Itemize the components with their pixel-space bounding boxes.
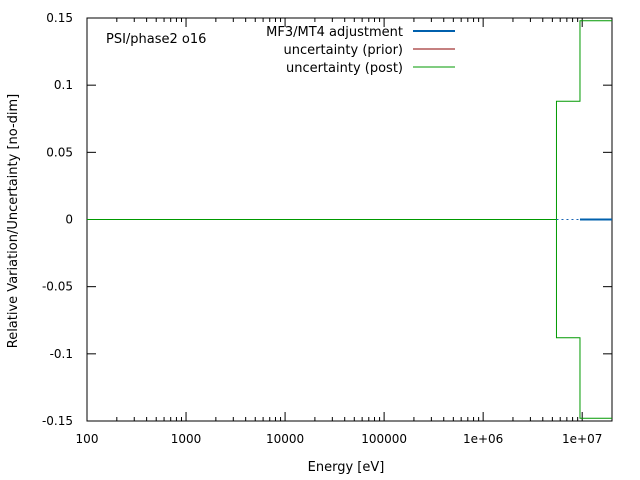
x-tick-label: 10000 bbox=[266, 432, 304, 446]
y-tick-label: -0.1 bbox=[50, 347, 73, 361]
y-tick-label: 0.05 bbox=[46, 145, 73, 159]
y-tick-label: 0 bbox=[65, 213, 73, 227]
x-tick-label: 1e+06 bbox=[463, 432, 503, 446]
y-axis: 0.15 0.1 0.05 0 -0.05 -0.1 -0.15 bbox=[42, 11, 612, 428]
x-tick-label: 100 bbox=[76, 432, 99, 446]
y-tick-label: -0.15 bbox=[42, 414, 73, 428]
y-tick-label: 0.15 bbox=[46, 11, 73, 25]
series-line-uncertainty-post bbox=[87, 219, 612, 419]
chart-annotation: PSI/phase2 o16 bbox=[106, 32, 206, 47]
legend-item-post-label: uncertainty (post) bbox=[286, 61, 403, 76]
y-tick-label: -0.05 bbox=[42, 280, 73, 294]
x-axis-title: Energy [eV] bbox=[308, 460, 385, 475]
legend-item-adjustment-label: MF3/MT4 adjustment bbox=[266, 25, 403, 40]
series-layer bbox=[87, 20, 612, 419]
x-tick-label: 100000 bbox=[361, 432, 407, 446]
y-tick-label: 0.1 bbox=[54, 78, 73, 92]
x-tick-label: 1e+07 bbox=[562, 432, 602, 446]
y-axis-title: Relative Variation/Uncertainty [no-dim] bbox=[6, 94, 21, 349]
legend: MF3/MT4 adjustment uncertainty (prior) unc… bbox=[266, 25, 455, 76]
x-tick-label: 1000 bbox=[171, 432, 202, 446]
x-axis: 100 1000 10000 100000 1e+06 1e+07 bbox=[76, 18, 613, 446]
legend-item-prior-label: uncertainty (prior) bbox=[284, 43, 403, 58]
